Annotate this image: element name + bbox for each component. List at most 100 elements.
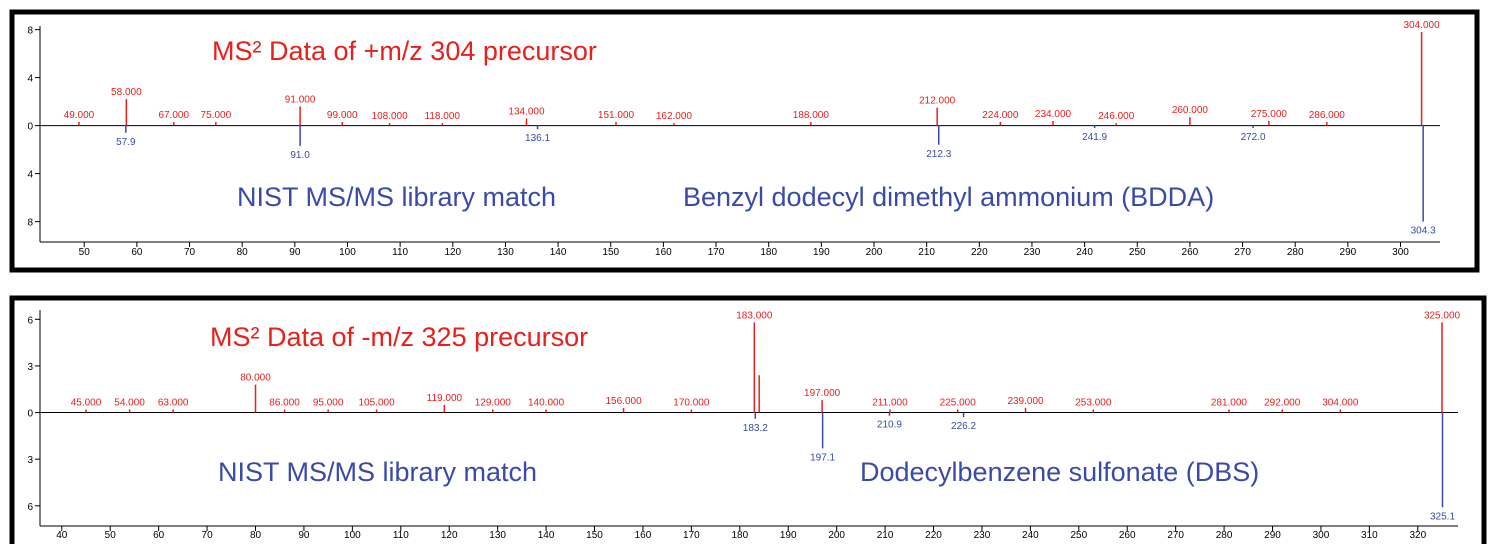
peak-label: 156.000: [605, 396, 642, 407]
peak-label: 234.000: [1035, 109, 1072, 120]
peak-label: 246.000: [1098, 111, 1135, 122]
x-tick-label: 140: [538, 530, 555, 541]
peak-label: 253.000: [1075, 397, 1112, 408]
x-tick-label: 40: [56, 530, 68, 541]
x-tick-label: 170: [683, 530, 700, 541]
x-tick-label: 230: [1024, 247, 1041, 258]
peak-label: 119.000: [427, 393, 463, 404]
x-tick-label: 250: [1129, 247, 1146, 258]
x-tick-label: 200: [828, 530, 845, 541]
peak-label: 108.000: [372, 111, 409, 122]
x-tick-label: 50: [105, 530, 117, 541]
x-tick-label: 180: [760, 247, 777, 258]
peak-label: 281.000: [1211, 397, 1248, 408]
peak-label: 86.000: [269, 397, 300, 408]
peak-label: 225.000: [940, 397, 977, 408]
x-tick-label: 250: [1070, 530, 1087, 541]
x-tick-label: 130: [489, 530, 506, 541]
x-tick-label: 280: [1287, 247, 1304, 258]
x-tick-label: 220: [925, 530, 942, 541]
peak-label: 197.1: [810, 452, 835, 463]
peak-label: 58.000: [111, 87, 142, 98]
y-tick-label: 4: [27, 74, 33, 85]
peak-label: 140.000: [528, 397, 565, 408]
peak-label: 183.000: [736, 310, 773, 321]
peak-label: 211.000: [872, 397, 908, 408]
x-tick-label: 260: [1182, 247, 1199, 258]
peak-label: 239.000: [1007, 396, 1044, 407]
peak-label: 275.000: [1251, 109, 1288, 120]
x-tick-label: 150: [586, 530, 603, 541]
peak-label: 224.000: [982, 110, 1019, 121]
peak-label: 45.000: [71, 397, 102, 408]
x-tick-label: 150: [602, 247, 619, 258]
x-tick-label: 90: [289, 247, 301, 258]
peak-label: 183.2: [743, 423, 768, 434]
x-tick-label: 70: [202, 530, 214, 541]
peak-label: 91.000: [285, 94, 316, 105]
x-tick-label: 70: [184, 247, 196, 258]
x-tick-label: 240: [1076, 247, 1093, 258]
x-tick-label: 160: [655, 247, 672, 258]
x-tick-label: 110: [392, 247, 408, 258]
x-tick-label: 100: [339, 247, 356, 258]
x-tick-label: 80: [250, 530, 262, 541]
peak-label: 63.000: [158, 397, 189, 408]
y-tick-label: 8: [27, 218, 33, 229]
peak-label: 80.000: [240, 373, 271, 384]
x-tick-label: 240: [1022, 530, 1039, 541]
peak-label: 99.000: [327, 110, 358, 121]
x-tick-label: 280: [1216, 530, 1233, 541]
x-tick-label: 180: [731, 530, 748, 541]
peak-label: 54.000: [114, 397, 145, 408]
peak-label: 136.1: [525, 133, 550, 144]
peak-label: 304.000: [1403, 20, 1440, 31]
x-tick-label: 110: [393, 530, 409, 541]
peak-label: 118.000: [425, 111, 461, 122]
panel-border: [9, 9, 1480, 273]
x-tick-label: 210: [918, 247, 935, 258]
x-tick-label: 50: [79, 247, 91, 258]
x-tick-label: 300: [1392, 247, 1409, 258]
peak-label: 210.9: [877, 420, 902, 431]
x-tick-label: 270: [1167, 530, 1184, 541]
peak-label: 241.9: [1082, 132, 1107, 143]
peak-label: 49.000: [64, 110, 95, 121]
x-tick-label: 80: [237, 247, 249, 258]
peak-label: 272.0: [1241, 132, 1266, 143]
peak-label: 292.000: [1264, 397, 1301, 408]
y-tick-label: 4: [27, 170, 33, 181]
x-tick-label: 300: [1313, 530, 1330, 541]
x-tick-label: 170: [708, 247, 725, 258]
peak-label: 286.000: [1309, 110, 1346, 121]
peak-label: 67.000: [158, 110, 189, 121]
annotation: NIST MS/MS library match: [237, 182, 556, 212]
x-tick-label: 310: [1361, 530, 1378, 541]
x-tick-label: 90: [298, 530, 310, 541]
x-tick-label: 190: [813, 247, 830, 258]
peak-label: 197.000: [804, 388, 841, 399]
x-tick-label: 270: [1234, 247, 1251, 258]
x-tick-label: 320: [1409, 530, 1426, 541]
peak-label: 75.000: [201, 110, 232, 121]
x-tick-label: 290: [1264, 530, 1281, 541]
peak-label: 188.000: [793, 110, 830, 121]
peak-label: 212.000: [919, 96, 956, 107]
peak-label: 91.0: [290, 150, 310, 161]
x-tick-label: 260: [1119, 530, 1136, 541]
x-tick-label: 160: [635, 530, 652, 541]
peak-label: 325.000: [1424, 310, 1461, 321]
annotation: Dodecylbenzene sulfonate (DBS): [860, 457, 1259, 487]
x-tick-label: 230: [974, 530, 991, 541]
peak-label: 134.000: [508, 106, 545, 117]
annotation: Benzyl dodecyl dimethyl ammonium (BDDA): [683, 182, 1214, 212]
y-tick-label: 0: [27, 409, 33, 420]
x-tick-label: 210: [877, 530, 894, 541]
peak-label: 325.1: [1430, 511, 1455, 522]
x-tick-label: 190: [780, 530, 797, 541]
peak-label: 226.2: [951, 421, 976, 432]
x-tick-label: 120: [441, 530, 458, 541]
x-tick-label: 60: [153, 530, 165, 541]
